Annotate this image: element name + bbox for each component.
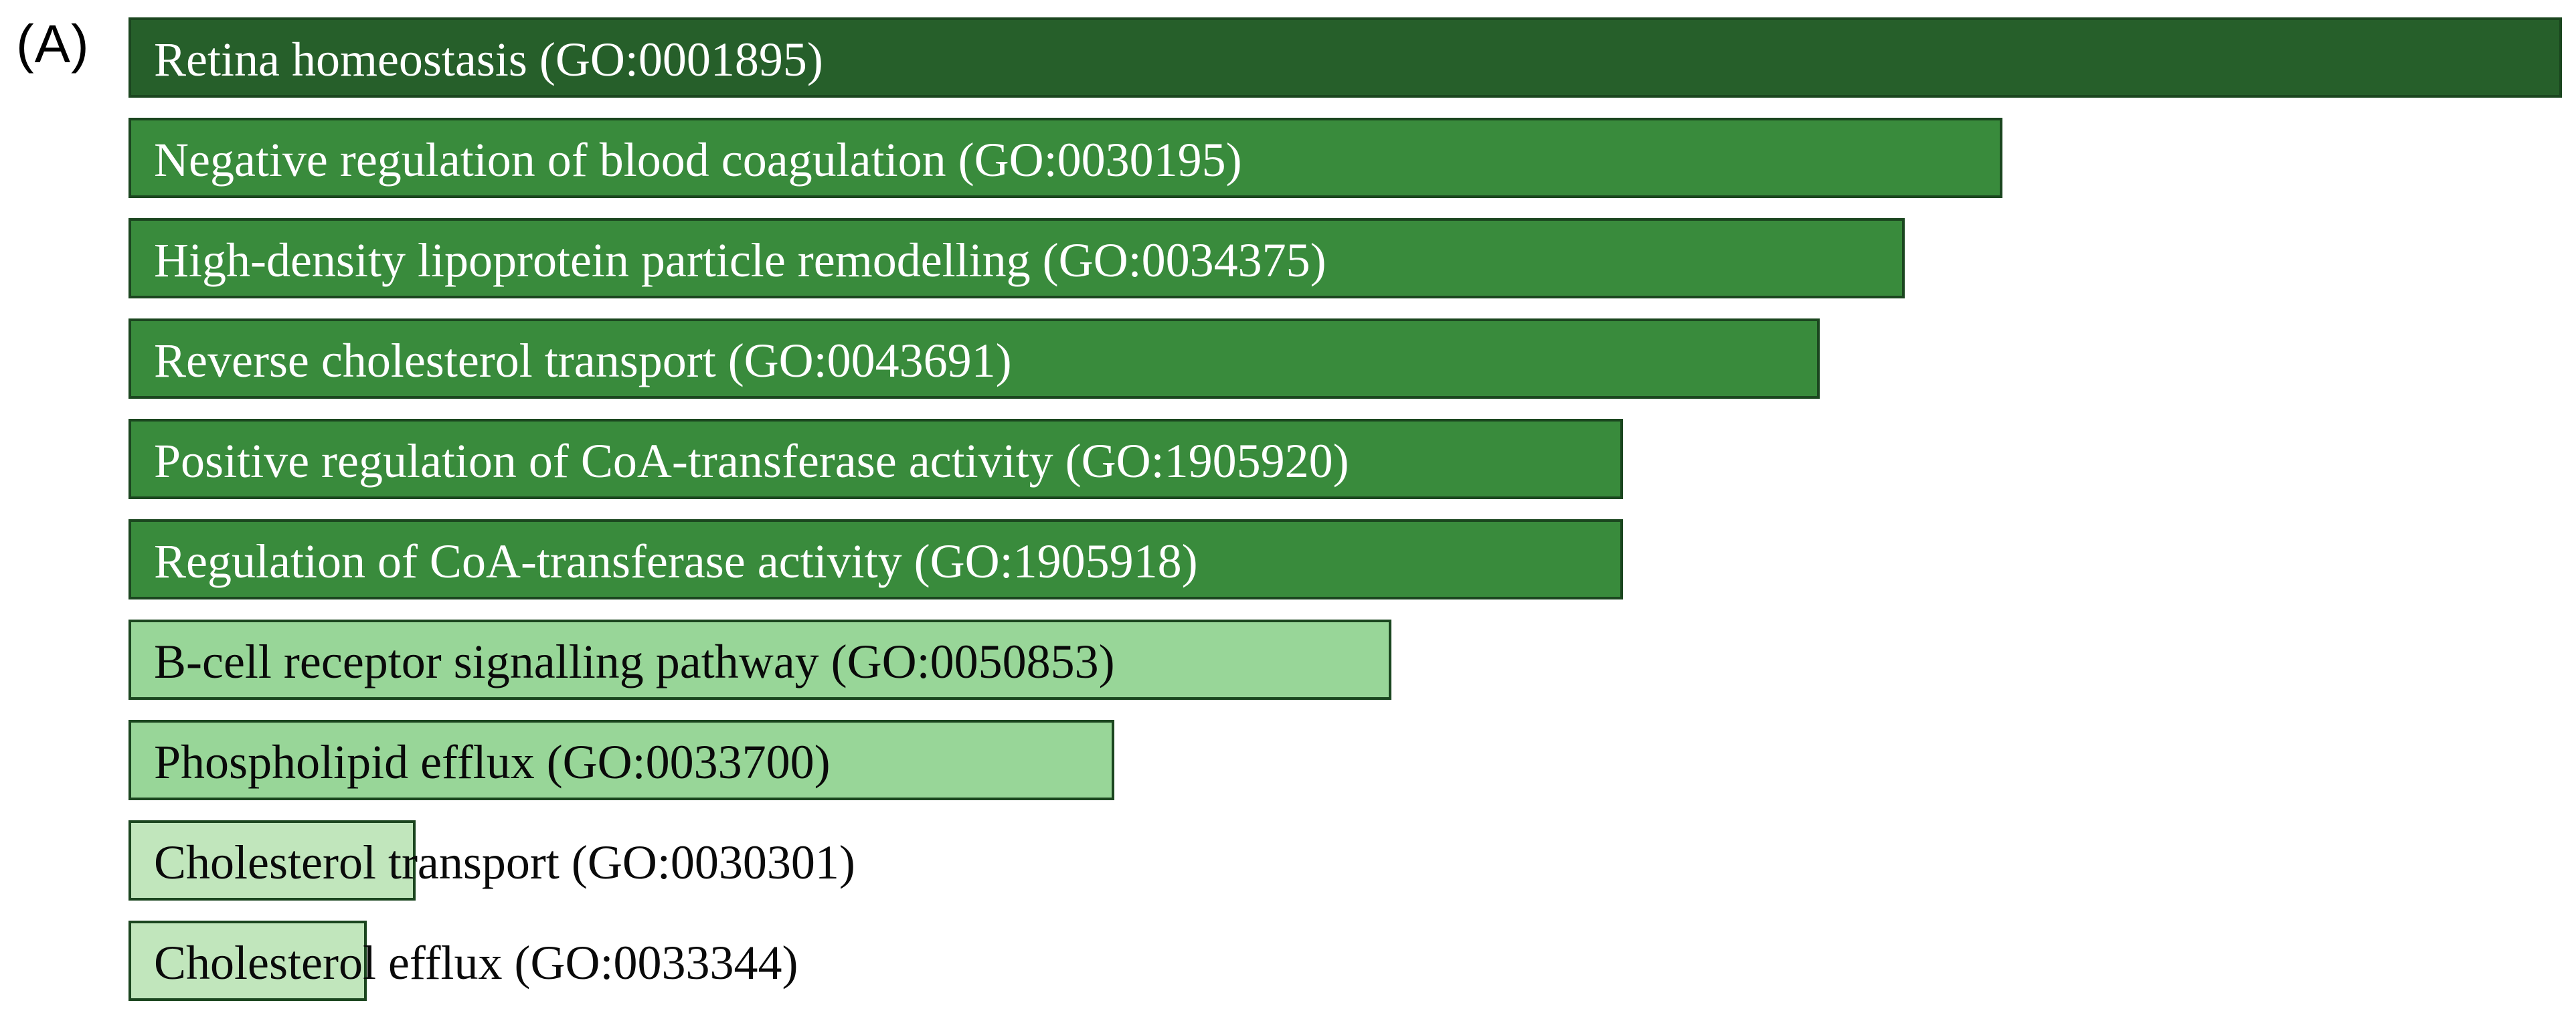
go-term-label: Phospholipid efflux (GO:0033700): [154, 735, 831, 789]
go-term-bar: Positive regulation of CoA-transferase a…: [128, 419, 1623, 499]
go-term-bar: Regulation of CoA-transferase activity (…: [128, 519, 1623, 599]
go-term-bar: Cholesterol efflux (GO:0033344): [128, 921, 798, 1001]
go-term-bar: Cholesterol transport (GO:0030301): [128, 820, 855, 901]
go-term-bar: B-cell receptor signalling pathway (GO:0…: [128, 620, 1392, 700]
panel-label: (A): [16, 14, 90, 74]
go-term-bar: High-density lipoprotein particle remode…: [128, 218, 1905, 298]
go-term-bar: Negative regulation of blood coagulation…: [128, 118, 2002, 198]
go-term-label: Retina homeostasis (GO:0001895): [154, 33, 823, 86]
go-term-bar: Phospholipid efflux (GO:0033700): [128, 720, 1114, 800]
go-term-label: Cholesterol efflux (GO:0033344): [154, 936, 798, 990]
go-term-label: Negative regulation of blood coagulation…: [154, 133, 1242, 187]
go-term-bar: Reverse cholesterol transport (GO:004369…: [128, 318, 1820, 399]
go-term-label: Positive regulation of CoA-transferase a…: [154, 434, 1349, 488]
go-enrichment-bar-chart: Retina homeostasis (GO:0001895) Negative…: [128, 17, 2562, 1021]
go-term-label: Cholesterol transport (GO:0030301): [154, 836, 855, 889]
go-term-bar: Retina homeostasis (GO:0001895): [128, 17, 2562, 98]
go-term-label: B-cell receptor signalling pathway (GO:0…: [154, 635, 1115, 688]
go-term-label: Regulation of CoA-transferase activity (…: [154, 535, 1198, 588]
go-term-label: High-density lipoprotein particle remode…: [154, 234, 1326, 287]
go-term-label: Reverse cholesterol transport (GO:004369…: [154, 334, 1012, 387]
